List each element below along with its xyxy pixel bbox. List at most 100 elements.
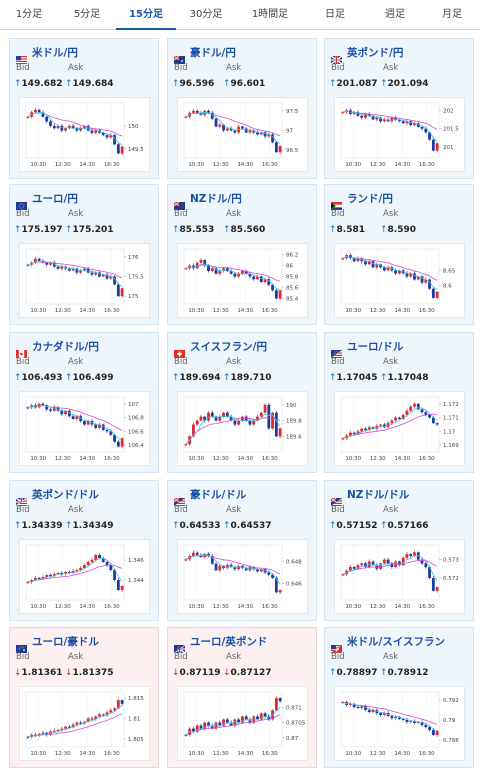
plot-frame: [25, 102, 125, 159]
ma-long-line: [342, 559, 438, 575]
x-tick-label: 12:30: [370, 162, 386, 168]
x-tick-label: 12:30: [213, 456, 229, 462]
pair-name[interactable]: 米ドル/円: [32, 47, 78, 59]
y-tick-label: 202: [443, 108, 454, 114]
candle-body: [79, 270, 83, 273]
candle-body: [386, 119, 390, 122]
pair-name[interactable]: ユーロ/ドル: [347, 341, 404, 353]
x-tick-label: 14:30: [394, 751, 410, 757]
x-tick-label: 10:30: [188, 308, 204, 314]
candle-body: [184, 268, 188, 270]
bid-label: Bid: [174, 357, 188, 367]
candle-body: [356, 112, 360, 116]
pair-name[interactable]: ランド/円: [347, 193, 393, 205]
candle-body: [424, 412, 428, 415]
mini-chart[interactable]: 176 175.5 175 10:30 12:30 14:30 16:30: [19, 243, 150, 318]
candlestick-chart: 190 189.8 189.6 10:30 12:30 14:30 16:30: [183, 396, 302, 462]
candle-body: [218, 722, 222, 726]
arrow-up-icon: ↑: [65, 225, 73, 235]
candle-body: [367, 710, 371, 712]
tab-5[interactable]: 1時間足: [251, 9, 289, 20]
pair-name[interactable]: ユーロ/豪ドル: [32, 636, 99, 648]
currency-card[interactable]: NZドル/円 Bid Ask ↑85.553 ↑85.560 86.2 86 85.8 85.6…: [167, 184, 317, 325]
currency-card[interactable]: 英ポンド/円 Bid Ask ↑201.087 ↑201.094 202 201.5 201 1…: [324, 38, 474, 179]
mini-chart[interactable]: 150 149.5 10:30 12:30 14:30 16:30: [19, 97, 150, 172]
mini-chart[interactable]: 107 106.8 106.6 106.4 10:30 12:30 14:30 16:30: [19, 391, 150, 466]
mini-chart[interactable]: 8.65 8.6 10:30 12:30 14:30 16:30: [334, 243, 465, 318]
candle-body: [341, 702, 345, 704]
x-tick-label: 12:30: [370, 604, 386, 610]
tab-3[interactable]: 15分足: [116, 0, 176, 30]
currency-card[interactable]: NZドル/ドル Bid Ask ↑0.57152 ↑0.57166 0.573 0.572 1…: [324, 480, 474, 621]
currency-card[interactable]: ランド/円 Bid Ask ↑8.581 ↑8.590 8.65 8.6 10:30 12:30…: [324, 184, 474, 325]
currency-card[interactable]: 豪ドル/ドル Bid Ask ↑0.64533 ↑0.64537 0.648 0.646 10…: [167, 480, 317, 621]
bid-value: 0.78897: [336, 668, 378, 678]
candle-body: [352, 567, 356, 569]
currency-card[interactable]: 英ポンド/ドル Bid Ask ↑1.34339 ↑1.34349 1.346 1.344 1…: [9, 480, 159, 621]
currency-card[interactable]: ユーロ/円 Bid Ask ↑175.197 ↑175.201 176 175.5 175 10…: [9, 184, 159, 325]
currency-card[interactable]: ユーロ/豪ドル Bid Ask ↓1.81361 ↓1.81375 1.815 1.81 1.…: [9, 627, 159, 768]
candle-body: [278, 428, 282, 437]
candle-body: [263, 279, 267, 282]
x-tick-label: 10:30: [30, 456, 46, 462]
mini-chart[interactable]: 97.5 97 96.5 10:30 12:30 14:30 16:30: [177, 97, 308, 172]
ask-label: Ask: [68, 505, 84, 515]
candle-body: [349, 255, 352, 259]
candle-body: [267, 404, 271, 429]
pair-name[interactable]: カナダドル/円: [32, 341, 99, 353]
currency-card[interactable]: ユーロ/ドル Bid Ask ↑1.17045 ↑1.17048 1.172 1.171 1.…: [324, 332, 474, 473]
mini-chart[interactable]: 1.346 1.344 10:30 12:30 14:30 16:30: [19, 539, 150, 614]
ask-price: ↓0.87127: [223, 668, 272, 678]
currency-card[interactable]: 米ドル/円 Bid Ask ↑149.682 ↑149.684 150 149.5 10:30…: [9, 38, 159, 179]
mini-chart[interactable]: 202 201.5 201 10:30 12:30 14:30 16:30: [334, 97, 465, 172]
candlestick-chart: 107 106.8 106.6 106.4 10:30 12:30 14:30 16:30: [25, 396, 144, 462]
pair-name[interactable]: NZドル/円: [190, 193, 242, 205]
mini-chart[interactable]: 86.2 86 85.8 85.6 85.4 10:30 12:30 14:30 16:30: [177, 243, 308, 318]
y-tick-label: 0.8705: [286, 721, 306, 727]
candle-body: [420, 126, 424, 129]
pair-name[interactable]: スイスフラン/円: [190, 341, 268, 353]
currency-card[interactable]: ユーロ/英ポンド Bid Ask ↓0.87119 ↓0.87127 0.871 0.870…: [167, 627, 317, 768]
ma-long-line: [185, 555, 281, 575]
x-tick-label: 16:30: [104, 751, 120, 757]
tab-1[interactable]: 1分足: [15, 9, 43, 20]
ask-value: 0.57166: [387, 521, 429, 531]
ask-price: ↑0.64537: [223, 521, 272, 531]
mini-chart[interactable]: 0.648 0.646 10:30 12:30 14:30 16:30: [177, 539, 308, 614]
ma-short-line: [27, 260, 123, 287]
tab-8[interactable]: 月足: [442, 9, 462, 20]
currency-card[interactable]: カナダドル/円 Bid Ask ↑106.493 ↑106.499 107 106.8 106…: [9, 332, 159, 473]
tab-7[interactable]: 週足: [385, 9, 405, 20]
ask-label: Ask: [68, 652, 84, 662]
tab-2[interactable]: 5分足: [73, 9, 101, 20]
tab-6[interactable]: 日足: [325, 9, 345, 20]
x-tick-label: 10:30: [345, 751, 361, 757]
y-tick-label: 1.81: [128, 716, 140, 722]
candle-body: [109, 276, 113, 279]
candle-body: [71, 416, 75, 419]
pair-name[interactable]: ユーロ/英ポンド: [190, 636, 268, 648]
y-tick-label: 1.17: [443, 429, 456, 435]
mini-chart[interactable]: 0.573 0.572 10:30 12:30 14:30 16:30: [334, 539, 465, 614]
candle-body: [428, 279, 431, 289]
pair-name[interactable]: NZドル/ドル: [347, 489, 410, 501]
currency-card[interactable]: 米ドル/スイスフラン Bid Ask ↑0.78897 ↑0.78912 0.792 0.7…: [324, 627, 474, 768]
candle-body: [214, 118, 218, 127]
tab-4[interactable]: 30分足: [189, 9, 223, 20]
pair-name[interactable]: 英ポンド/円: [347, 47, 404, 59]
mini-chart[interactable]: 190 189.8 189.6 10:30 12:30 14:30 16:30: [177, 391, 308, 466]
candle-body: [405, 121, 409, 124]
pair-name[interactable]: 英ポンド/ドル: [32, 489, 99, 501]
mini-chart[interactable]: 0.871 0.8705 0.87 10:30 12:30 14:30 16:30: [177, 686, 308, 761]
mini-chart[interactable]: 1.815 1.81 1.805 10:30 12:30 14:30 16:30: [19, 686, 150, 761]
pair-name[interactable]: 豪ドル/円: [190, 47, 236, 59]
candle-body: [435, 143, 439, 151]
pair-name[interactable]: 米ドル/スイスフラン: [347, 636, 446, 648]
mini-chart[interactable]: 0.792 0.79 0.788 10:30 12:30 14:30 16:30: [334, 686, 465, 761]
pair-name[interactable]: 豪ドル/ドル: [190, 489, 247, 501]
currency-card[interactable]: スイスフラン/円 Bid Ask ↑189.694 ↑189.710 190 189.8 18…: [167, 332, 317, 473]
candle-body: [405, 554, 409, 558]
pair-name[interactable]: ユーロ/円: [32, 193, 78, 205]
mini-chart[interactable]: 1.172 1.171 1.17 1.169 10:30 12:30 14:30 16:30: [334, 391, 465, 466]
currency-card[interactable]: 豪ドル/円 Bid Ask ↑96.596 ↑96.601 97.5 97 96.5 10:30…: [167, 38, 317, 179]
